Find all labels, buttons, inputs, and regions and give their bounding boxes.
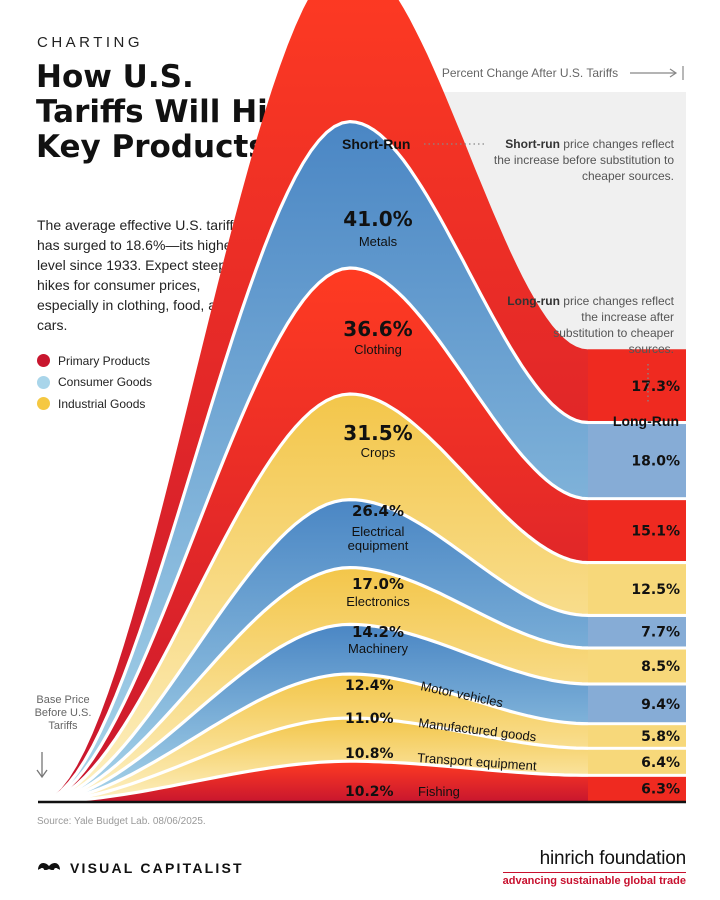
source-note: Source: Yale Budget Lab. 08/06/2025.	[37, 816, 206, 827]
short-run-value-transport-equipment: 10.8%	[345, 746, 394, 762]
short-run-name-electrical-equipment: equipment	[348, 538, 409, 553]
long-run-note: sources.	[629, 342, 674, 356]
long-run-value-electronics: 7.7%	[641, 625, 680, 641]
band-separator	[37, 119, 686, 804]
hinrich-foundation-tagline: advancing sustainable global trade	[502, 872, 686, 887]
band-crops	[38, 268, 686, 802]
long-run-bar-machinery	[588, 649, 686, 683]
long-run-bar-manufactured-goods	[588, 725, 686, 747]
band-separator	[37, 266, 686, 804]
long-run-label: Long-Run	[613, 413, 679, 429]
long-run-bar-metals	[588, 349, 686, 421]
short-run-value-electronics: 17.0%	[352, 575, 404, 593]
visual-capitalist-wordmark: VISUAL CAPITALIST	[70, 860, 244, 876]
legend-swatch-icon	[37, 397, 50, 411]
mustache-logo-icon	[38, 862, 60, 872]
long-run-value-manufactured-goods: 5.8%	[641, 729, 680, 745]
legend: Primary Products Consumer Goods Industrial…	[37, 350, 152, 415]
long-run-note: substitution to cheaper	[553, 326, 674, 340]
legend-label: Primary Products	[58, 353, 151, 368]
short-run-note: Short-run price changes reflect	[505, 137, 674, 151]
band-clothing	[38, 121, 686, 803]
short-run-value-crops: 31.5%	[343, 421, 412, 445]
band-separator	[37, 672, 686, 804]
short-run-label: Short-Run	[342, 136, 410, 152]
short-run-name-metals: Metals	[359, 234, 398, 249]
short-run-name-clothing: Clothing	[354, 342, 402, 357]
long-run-value-transport-equipment: 6.4%	[641, 755, 680, 771]
axis-label: Percent Change After U.S. Tariffs	[442, 66, 618, 80]
short-run-value-motor-vehicles: 12.4%	[345, 678, 394, 694]
legend-swatch-icon	[37, 375, 50, 389]
long-run-value-machinery: 8.5%	[641, 659, 680, 675]
short-run-value-clothing: 36.6%	[343, 317, 412, 341]
band-metals	[38, 0, 686, 802]
intro-text: The average effective U.S. tariff rate h…	[37, 217, 262, 333]
page-title: How U.S. Tariffs Will Hit Key Products	[36, 59, 283, 165]
short-run-name-electrical-equipment: Electrical	[352, 524, 405, 539]
band-separator	[37, 565, 686, 804]
long-run-bar-electronics	[588, 617, 686, 647]
visual-capitalist-logo: VISUAL CAPITALIST	[36, 858, 244, 878]
hinrich-foundation-logo: hinrich foundation advancing sustainable…	[502, 848, 687, 887]
short-run-name-machinery: Machinery	[348, 641, 408, 656]
band-machinery	[38, 567, 686, 802]
long-run-value-fishing: 6.3%	[641, 782, 680, 798]
legend-item-1: Consumer Goods	[37, 372, 152, 394]
short-run-value-metals: 41.0%	[343, 207, 412, 231]
chart-bands	[37, 0, 686, 804]
hinrich-foundation-wordmark: hinrich foundation	[539, 848, 687, 869]
base-price-label: Base Price Before U.S. Tariffs	[34, 694, 92, 732]
long-run-bar-motor-vehicles	[588, 685, 686, 723]
long-run-bar-fishing	[588, 776, 686, 802]
right-arrow-head-icon	[669, 68, 678, 78]
long-run-bar-crops	[588, 500, 686, 561]
short-run-name-electronics: Electronics	[346, 594, 410, 609]
long-run-bar-clothing	[588, 424, 686, 498]
long-run-value-electrical-equipment: 12.5%	[631, 582, 680, 598]
short-run-value-machinery: 14.2%	[352, 623, 404, 641]
chart: Percent Change After U.S. Tariffs 10.2% F…	[37, 0, 686, 804]
short-run-value-fishing: 10.2%	[345, 784, 394, 800]
long-run-bar-electrical-equipment	[588, 564, 686, 614]
long-run-value-crops: 15.1%	[631, 524, 680, 540]
long-run-value-metals: 17.3%	[631, 379, 680, 395]
band-motor-vehicles	[38, 624, 686, 802]
band-electrical-equipment	[38, 394, 686, 802]
short-run-value-manufactured-goods: 11.0%	[345, 711, 394, 727]
band-separator	[37, 497, 686, 804]
short-run-name-fishing: Fishing	[418, 784, 460, 799]
legend-label: Industrial Goods	[58, 396, 146, 411]
band-separator	[37, 759, 686, 804]
legend-label: Consumer Goods	[58, 375, 153, 390]
header-label: CHARTING	[37, 34, 144, 51]
chart-notes: Short-Run Long-Run Short-run price changes…	[342, 136, 679, 429]
long-run-bar-transport-equipment	[588, 749, 686, 774]
band-separator	[37, 716, 686, 804]
long-run-value-clothing: 18.0%	[631, 454, 680, 470]
legend-item-2: Industrial Goods	[37, 393, 152, 415]
band-electronics	[38, 499, 686, 802]
band-fishing	[38, 761, 686, 802]
long-run-note: Long-run price changes reflect	[507, 294, 674, 308]
long-run-note: the increase after	[581, 310, 674, 324]
band-separator	[37, 392, 686, 804]
short-run-note: the increase before substitution to	[494, 153, 674, 167]
down-arrow-icon	[36, 752, 48, 779]
short-run-value-electrical-equipment: 26.4%	[352, 502, 404, 520]
band-separator	[37, 622, 686, 804]
legend-item-0: Primary Products	[37, 350, 152, 372]
short-run-note: cheaper sources.	[582, 169, 674, 183]
legend-swatch-icon	[37, 354, 50, 368]
short-run-name-crops: Crops	[361, 445, 396, 460]
long-run-value-motor-vehicles: 9.4%	[641, 697, 680, 713]
